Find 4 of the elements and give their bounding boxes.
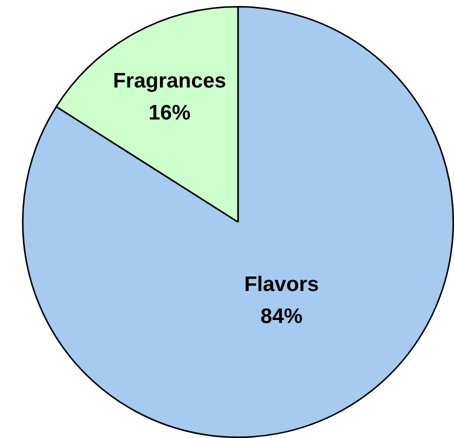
data-label: 84% <box>260 305 303 328</box>
slice-label: Fragrances <box>112 69 226 92</box>
slice-label: Flavors <box>244 273 319 296</box>
data-label: 16% <box>148 101 191 124</box>
